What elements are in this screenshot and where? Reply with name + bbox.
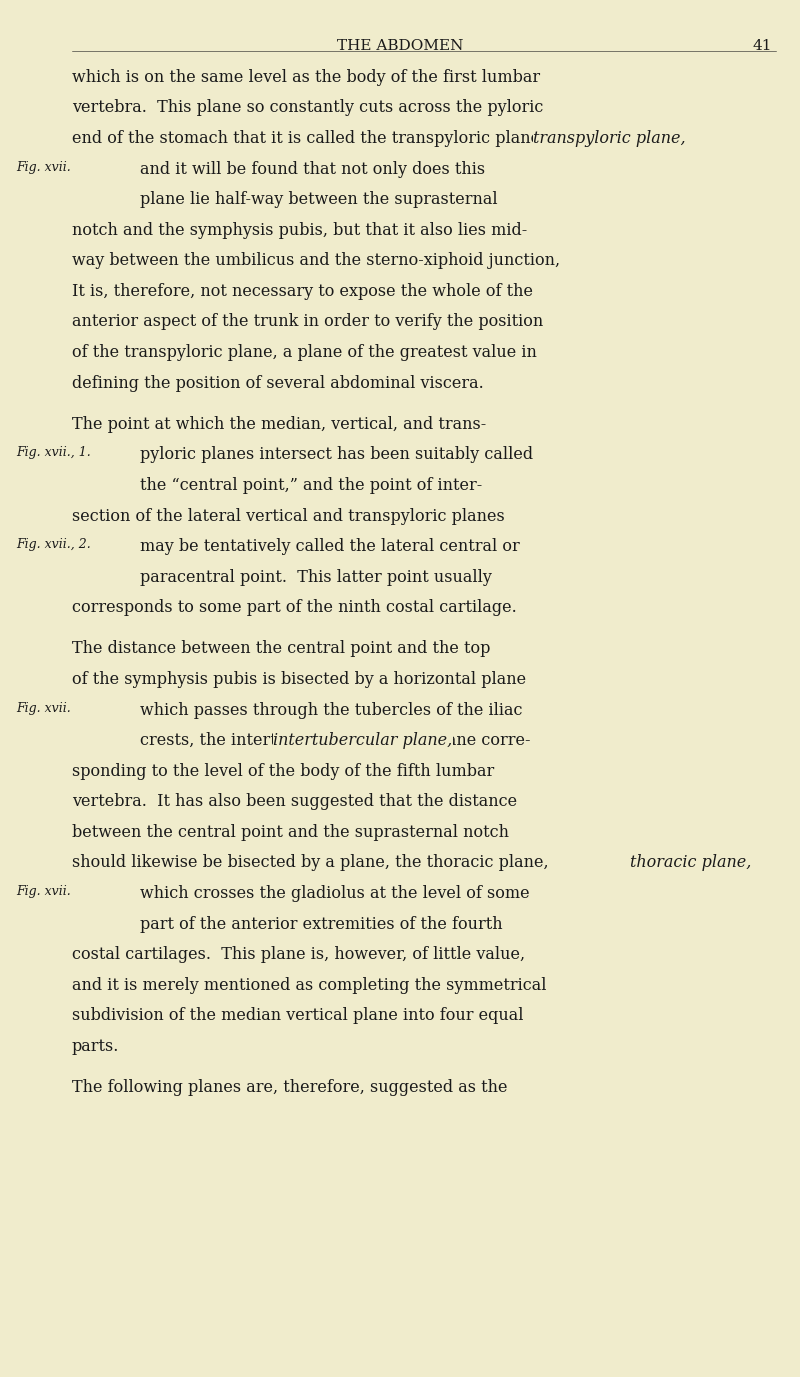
Text: plane lie half-way between the suprasternal: plane lie half-way between the supraster… [140, 191, 498, 208]
Text: and it will be found that not only does this: and it will be found that not only does … [140, 161, 485, 178]
Text: may be tentatively called the lateral central or: may be tentatively called the lateral ce… [140, 538, 520, 555]
Text: which is on the same level as the body of the first lumbar: which is on the same level as the body o… [72, 69, 540, 85]
Text: costal cartilages.  This plane is, however, of little value,: costal cartilages. This plane is, howeve… [72, 946, 525, 963]
Text: should likewise be bisected by a plane, the thoracic plane,: should likewise be bisected by a plane, … [72, 855, 549, 872]
Text: defining the position of several abdominal viscera.: defining the position of several abdomin… [72, 375, 484, 391]
Text: THE ABDOMEN: THE ABDOMEN [337, 39, 463, 52]
Text: pyloric planes intersect has been suitably called: pyloric planes intersect has been suitab… [140, 446, 533, 464]
Text: which crosses the gladiolus at the level of some: which crosses the gladiolus at the level… [140, 885, 530, 902]
Text: intertubercular plane,: intertubercular plane, [274, 733, 453, 749]
Text: corresponds to some part of the ninth costal cartilage.: corresponds to some part of the ninth co… [72, 599, 517, 617]
Text: end of the stomach that it is called the transpyloric plane,: end of the stomach that it is called the… [72, 129, 546, 147]
Text: sponding to the level of the body of the fifth lumbar: sponding to the level of the body of the… [72, 763, 494, 779]
Text: Fig. xvii.: Fig. xvii. [16, 161, 70, 174]
Text: Fig. xvii., 2.: Fig. xvii., 2. [16, 538, 90, 551]
Text: and it is merely mentioned as completing the symmetrical: and it is merely mentioned as completing… [72, 976, 546, 994]
Text: paracentral point.  This latter point usually: paracentral point. This latter point usu… [140, 569, 492, 585]
Text: way between the umbilicus and the sterno-xiphoid junction,: way between the umbilicus and the sterno… [72, 252, 560, 270]
Text: It is, therefore, not necessary to expose the whole of the: It is, therefore, not necessary to expos… [72, 282, 533, 300]
Text: of the symphysis pubis is bisected by a horizontal plane: of the symphysis pubis is bisected by a … [72, 671, 526, 688]
Text: The distance between the central point and the top: The distance between the central point a… [72, 640, 490, 657]
Text: The point at which the median, vertical, and trans-: The point at which the median, vertical,… [72, 416, 486, 432]
Text: crests, the intertubercular plane, a plane corre-: crests, the intertubercular plane, a pla… [140, 733, 530, 749]
Text: subdivision of the median vertical plane into four equal: subdivision of the median vertical plane… [72, 1008, 523, 1024]
Text: of the transpyloric plane, a plane of the greatest value in: of the transpyloric plane, a plane of th… [72, 344, 537, 361]
Text: transpyloric plane,: transpyloric plane, [533, 129, 686, 147]
Text: vertebra.  It has also been suggested that the distance: vertebra. It has also been suggested tha… [72, 793, 517, 810]
Text: which passes through the tubercles of the iliac: which passes through the tubercles of th… [140, 702, 522, 719]
Text: the “central point,” and the point of inter-: the “central point,” and the point of in… [140, 476, 482, 494]
Text: Fig. xvii.: Fig. xvii. [16, 885, 70, 898]
Text: section of the lateral vertical and transpyloric planes: section of the lateral vertical and tran… [72, 508, 505, 525]
Text: between the central point and the suprasternal notch: between the central point and the supras… [72, 823, 509, 841]
Text: Fig. xvii., 1.: Fig. xvii., 1. [16, 446, 90, 460]
Text: part of the anterior extremities of the fourth: part of the anterior extremities of the … [140, 916, 502, 932]
Text: thoracic plane,: thoracic plane, [630, 855, 752, 872]
Text: parts.: parts. [72, 1038, 119, 1055]
Text: anterior aspect of the trunk in order to verify the position: anterior aspect of the trunk in order to… [72, 314, 543, 330]
Text: The following planes are, therefore, suggested as the: The following planes are, therefore, sug… [72, 1080, 507, 1096]
Text: vertebra.  This plane so constantly cuts across the pyloric: vertebra. This plane so constantly cuts … [72, 99, 543, 117]
Text: 41: 41 [753, 39, 772, 52]
Text: notch and the symphysis pubis, but that it also lies mid-: notch and the symphysis pubis, but that … [72, 222, 527, 238]
Text: Fig. xvii.: Fig. xvii. [16, 702, 70, 715]
